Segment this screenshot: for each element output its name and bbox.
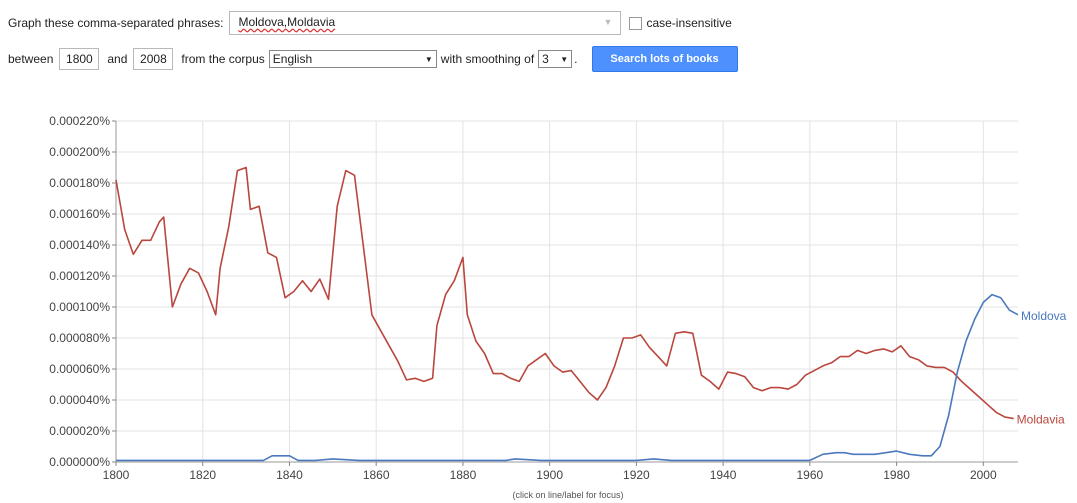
- y-tick-label: 0.000040%: [49, 393, 110, 407]
- y-tick-label: 0.000220%: [49, 114, 110, 128]
- smoothing-label: with smoothing of: [440, 52, 535, 66]
- y-axis-ticks: 0.000000% 0.000020% 0.000040% 0.000060% 0.00…: [49, 114, 116, 469]
- period-text: .: [574, 52, 578, 66]
- phrases-input[interactable]: Moldova,Moldavia ▼: [229, 11, 622, 35]
- phrases-input-value: Moldova,Moldavia: [238, 15, 336, 29]
- query-row: Graph these comma-separated phrases: Mol…: [8, 10, 732, 36]
- start-year-input[interactable]: 1800: [59, 48, 100, 70]
- chevron-down-icon[interactable]: ▼: [603, 17, 613, 27]
- series-labels: Moldavia Moldova: [1017, 309, 1067, 427]
- chevron-down-icon: ▼: [560, 54, 569, 64]
- x-tick-label: 1960: [796, 468, 823, 482]
- corpus-select[interactable]: English ▼: [268, 50, 437, 68]
- y-tick-label: 0.000000%: [49, 455, 110, 469]
- x-tick-label: 1860: [363, 468, 390, 482]
- x-tick-label: 1920: [623, 468, 650, 482]
- y-tick-label: 0.000060%: [49, 362, 110, 376]
- x-tick-label: 1940: [710, 468, 737, 482]
- x-tick-label: 1820: [189, 468, 216, 482]
- chevron-down-icon: ▼: [424, 54, 433, 64]
- x-tick-label: 2000: [970, 468, 997, 482]
- x-tick-label: 1900: [536, 468, 563, 482]
- y-tick-label: 0.000020%: [49, 424, 110, 438]
- case-insensitive-label: case-insensitive: [646, 16, 732, 30]
- chart-grid: [115, 120, 1018, 463]
- chart-footnote: (click on line/label for focus): [512, 490, 623, 500]
- x-tick-label: 1840: [276, 468, 303, 482]
- search-button[interactable]: Search lots of books: [591, 46, 738, 72]
- smoothing-select-value: 3: [542, 52, 549, 66]
- smoothing-select[interactable]: 3 ▼: [538, 50, 573, 68]
- corpus-label: from the corpus: [181, 52, 265, 66]
- y-tick-label: 0.000180%: [49, 176, 110, 190]
- range-row: between 1800 and 2008 from the corpus En…: [8, 46, 738, 72]
- y-tick-label: 0.000100%: [49, 300, 110, 314]
- x-axis-ticks: 1800 1820 1840 1860 1880 1900 1920 1940 1960 1980…: [103, 462, 997, 482]
- phrases-label: Graph these comma-separated phrases:: [8, 16, 224, 30]
- end-year-input[interactable]: 2008: [133, 48, 174, 70]
- chart-lines: [115, 166, 1019, 462]
- y-tick-label: 0.000080%: [49, 331, 110, 345]
- and-label: and: [107, 52, 128, 66]
- corpus-select-value: English: [272, 52, 313, 66]
- case-insensitive-checkbox[interactable]: [629, 16, 643, 30]
- series-line-moldavia[interactable]: [115, 166, 1014, 420]
- y-tick-label: 0.000140%: [49, 238, 110, 252]
- series-label-moldavia[interactable]: Moldavia: [1017, 413, 1065, 427]
- y-tick-label: 0.000120%: [49, 269, 110, 283]
- x-tick-label: 1800: [103, 468, 130, 482]
- series-label-moldova[interactable]: Moldova: [1021, 309, 1067, 323]
- y-tick-label: 0.000200%: [49, 145, 110, 159]
- x-tick-label: 1980: [883, 468, 910, 482]
- between-label: between: [8, 52, 54, 66]
- y-tick-label: 0.000160%: [49, 207, 110, 221]
- series-line-moldova[interactable]: [116, 293, 1019, 462]
- ngram-chart: 0.000000% 0.000020% 0.000040% 0.000060% 0.00…: [49, 114, 1067, 500]
- x-tick-label: 1880: [450, 468, 477, 482]
